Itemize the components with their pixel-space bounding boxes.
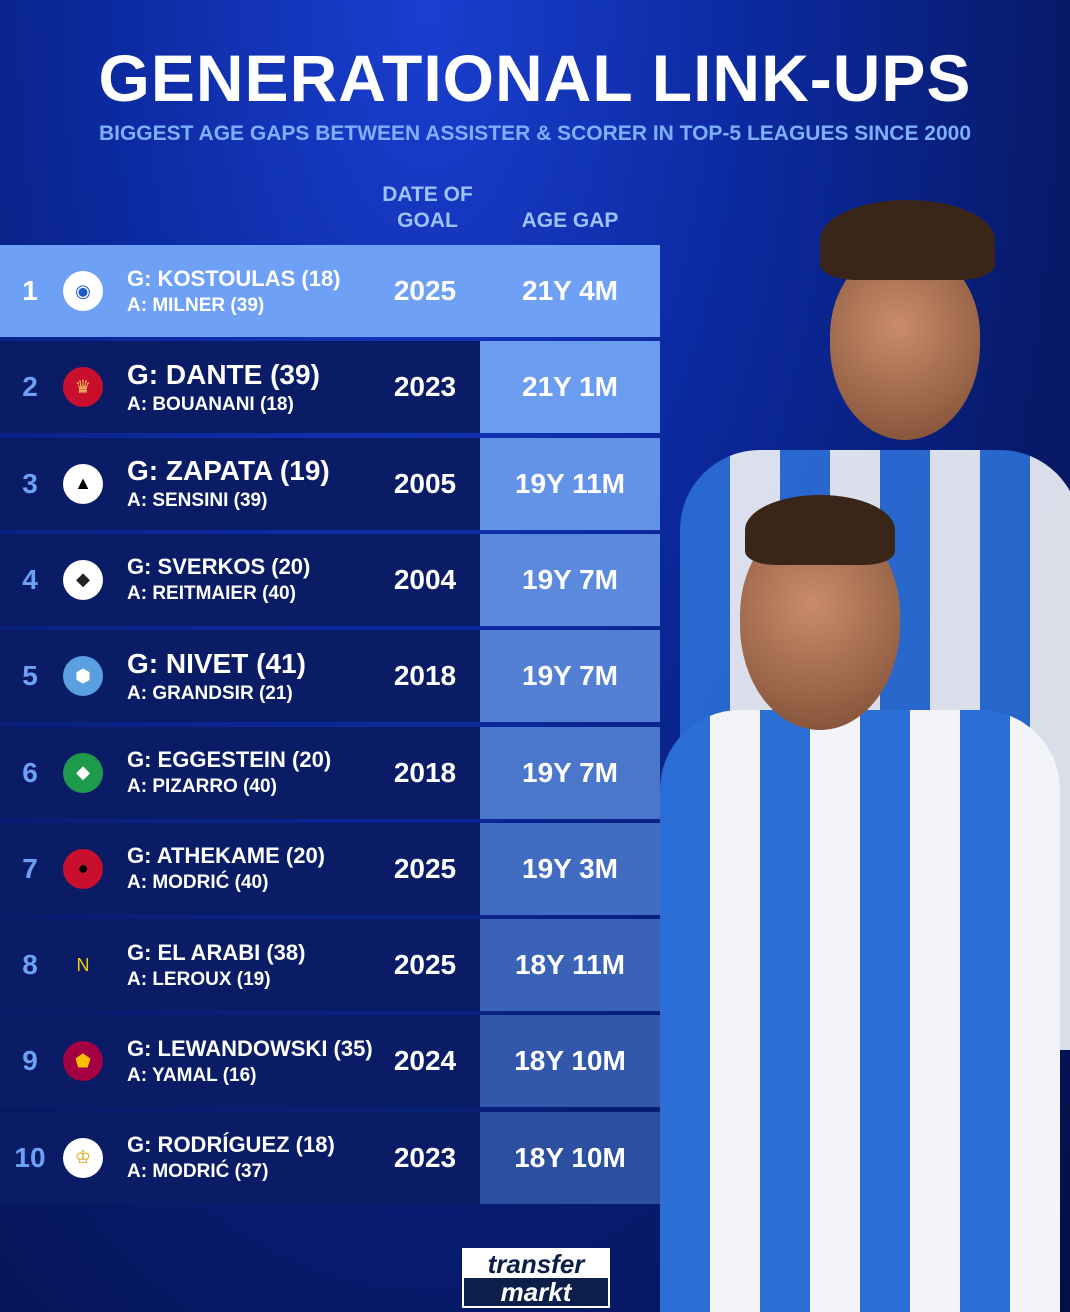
nice-crest-icon: ♛ xyxy=(63,367,103,408)
rank: 6 xyxy=(22,756,38,788)
age-gap: 19Y 7M xyxy=(480,726,660,819)
scorer: G: DANTE (39) xyxy=(127,358,320,390)
age-gap: 21Y 4M xyxy=(480,245,660,337)
rank: 10 xyxy=(14,1141,46,1173)
brighton-crest-icon: ◉ xyxy=(63,271,103,311)
goal-year: 2025 xyxy=(393,852,457,884)
scorer: G: KOSTOULAS (18) xyxy=(127,265,341,291)
table-row: 8 N G: EL ARABI (38) A: LEROUX (19) 2025 … xyxy=(0,919,660,1012)
goal-year: 2023 xyxy=(393,1141,457,1173)
assister: A: MODRIĆ (37) xyxy=(127,1161,269,1183)
table-row: 10 ♔ G: RODRÍGUEZ (18) A: MODRIĆ (37) 202… xyxy=(0,1111,660,1204)
werder-crest-icon: ◆ xyxy=(63,752,103,793)
age-gap: 18Y 10M xyxy=(480,1111,660,1204)
goal-year: 2004 xyxy=(393,563,457,595)
goal-year: 2025 xyxy=(393,275,457,306)
milan-crest-icon: ● xyxy=(63,848,103,889)
table-row: 3 ▲ G: ZAPATA (19) A: SENSINI (39) 2005 1… xyxy=(0,437,660,530)
assister: A: MILNER (39) xyxy=(127,294,265,316)
real-madrid-crest-icon: ♔ xyxy=(63,1137,103,1178)
scorer: G: NIVET (41) xyxy=(127,647,306,679)
goal-year: 2024 xyxy=(393,1045,457,1077)
scorer: G: RODRÍGUEZ (18) xyxy=(127,1132,335,1158)
scorer: G: EL ARABI (38) xyxy=(127,939,306,965)
udinese-crest-icon: ▲ xyxy=(63,463,103,504)
gladbach-crest-icon: ◆ xyxy=(63,559,103,600)
age-gap: 21Y 1M xyxy=(480,341,660,434)
rank: 4 xyxy=(22,563,38,595)
table-row: 4 ◆ G: SVERKOS (20) A: REITMAIER (40) 200… xyxy=(0,533,660,626)
table-row: 9 ⬟ G: LEWANDOWSKI (35) A: YAMAL (16) 202… xyxy=(0,1015,660,1108)
page-subtitle: BIGGEST AGE GAPS BETWEEN ASSISTER & SCOR… xyxy=(98,122,972,145)
scorer: G: ATHEKAME (20) xyxy=(127,843,325,869)
assister: A: BOUANANI (18) xyxy=(127,393,294,415)
page-title: GENERATIONAL LINK-UPS xyxy=(98,41,972,115)
header-date: DATE OF GOAL xyxy=(382,183,473,232)
table-row: 6 ◆ G: EGGESTEIN (20) A: PIZARRO (40) 201… xyxy=(0,726,660,819)
age-gap: 19Y 3M xyxy=(480,822,660,915)
assister: A: LEROUX (19) xyxy=(127,968,271,990)
troyes-crest-icon: ⬢ xyxy=(63,656,103,697)
nantes-crest-icon: N xyxy=(63,945,103,986)
assister: A: YAMAL (16) xyxy=(127,1064,257,1086)
goal-year: 2018 xyxy=(393,756,457,788)
table-row: 2 ♛ G: DANTE (39) A: BOUANANI (18) 2023 2… xyxy=(0,341,660,434)
rank: 7 xyxy=(22,852,38,884)
scorer: G: SVERKOS (20) xyxy=(127,554,311,580)
age-gap: 18Y 11M xyxy=(480,919,660,1012)
rank: 8 xyxy=(22,949,38,981)
scorer: G: LEWANDOWSKI (35) xyxy=(127,1035,373,1061)
players-photo xyxy=(660,190,1070,1312)
table-row: 5 ⬢ G: NIVET (41) A: GRANDSIR (21) 2018 1… xyxy=(0,630,660,723)
barcelona-crest-icon: ⬟ xyxy=(63,1041,103,1082)
rank: 5 xyxy=(22,660,38,692)
scorer: G: ZAPATA (19) xyxy=(127,455,330,487)
scorer: G: EGGESTEIN (20) xyxy=(127,747,332,772)
assister: A: SENSINI (39) xyxy=(127,490,268,512)
assister: A: GRANDSIR (21) xyxy=(127,682,293,704)
transfermarkt-logo: transfer markt xyxy=(462,1248,610,1308)
rank: 3 xyxy=(22,467,38,499)
age-gap: 19Y 11M xyxy=(480,437,660,530)
table-row: 1 ◉ G: KOSTOULAS (18) A: MILNER (39) 2025… xyxy=(0,245,660,337)
table-row: 7 ● G: ATHEKAME (20) A: MODRIĆ (40) 2025 … xyxy=(0,822,660,915)
assister: A: PIZARRO (40) xyxy=(127,776,277,797)
goal-year: 2025 xyxy=(393,949,457,981)
goal-year: 2005 xyxy=(393,467,457,499)
age-gap: 18Y 10M xyxy=(480,1015,660,1108)
goal-year: 2018 xyxy=(393,660,457,692)
goal-year: 2023 xyxy=(393,371,457,403)
header-age-gap: AGE GAP xyxy=(521,209,619,232)
rank: 9 xyxy=(22,1045,38,1077)
age-gap: 19Y 7M xyxy=(480,533,660,626)
rank: 1 xyxy=(22,275,38,306)
assister: A: MODRIĆ (40) xyxy=(127,872,269,894)
age-gap: 19Y 7M xyxy=(480,630,660,723)
assister: A: REITMAIER (40) xyxy=(127,583,296,605)
rank: 2 xyxy=(22,371,38,403)
